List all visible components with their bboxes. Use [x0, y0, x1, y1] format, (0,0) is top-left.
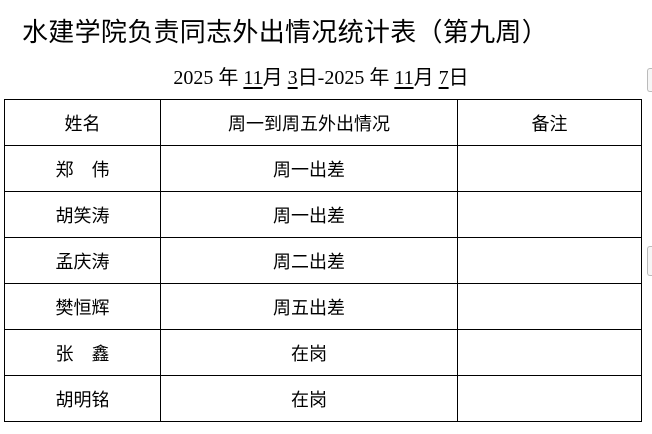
cell-note — [457, 237, 642, 284]
end-year: 2025 — [324, 67, 365, 89]
cell-status: 周一出差 — [160, 191, 458, 238]
cell-name: 樊恒辉 — [4, 283, 161, 330]
table-row: 胡笑涛 周一出差 — [4, 191, 642, 238]
cell-note — [457, 283, 642, 330]
table-row: 孟庆涛 周二出差 — [4, 237, 642, 284]
day-label: 日 — [297, 67, 318, 89]
document-title: 水建学院负责同志外出情况统计表（第九周） — [22, 18, 549, 47]
cell-name: 胡明铭 — [4, 375, 161, 422]
day-label: 日 — [448, 67, 469, 89]
table-row: 郑 伟 周一出差 — [4, 145, 642, 192]
year-label: 年 — [369, 67, 390, 89]
month-label: 月 — [262, 67, 283, 89]
resize-handle[interactable] — [647, 246, 652, 276]
end-month: 11 — [394, 67, 414, 89]
cell-name: 孟庆涛 — [4, 237, 161, 284]
start-day: 3 — [287, 67, 298, 89]
header-note: 备注 — [457, 99, 642, 146]
table-header-row: 姓名 周一到周五外出情况 备注 — [4, 99, 642, 146]
header-name: 姓名 — [4, 99, 161, 146]
cell-note — [457, 375, 642, 422]
cell-status: 周五出差 — [160, 283, 458, 330]
table-row: 胡明铭 在岗 — [4, 375, 642, 422]
cell-name: 张 鑫 — [4, 329, 161, 376]
cell-note — [457, 145, 642, 192]
date-separator: - — [317, 67, 325, 89]
table-row: 樊恒辉 周五出差 — [4, 283, 642, 330]
cell-note — [457, 329, 642, 376]
cell-status: 在岗 — [160, 329, 458, 376]
outing-table: 姓名 周一到周五外出情况 备注 郑 伟 周一出差 胡笑涛 周一出差 孟庆涛 周二… — [4, 99, 642, 422]
cell-name: 郑 伟 — [4, 145, 161, 192]
cell-status: 周一出差 — [160, 145, 458, 192]
cell-status: 周二出差 — [160, 237, 458, 284]
cell-note — [457, 191, 642, 238]
header-status: 周一到周五外出情况 — [160, 99, 458, 146]
table-row: 张 鑫 在岗 — [4, 329, 642, 376]
year-label: 年 — [218, 67, 239, 89]
date-range: 2025 年 11月 3日-2025 年 11月 7日 — [0, 61, 642, 90]
start-month: 11 — [243, 67, 263, 89]
month-label: 月 — [413, 67, 434, 89]
resize-handle[interactable] — [647, 68, 652, 92]
end-day: 7 — [438, 67, 449, 89]
start-year: 2025 — [173, 67, 214, 89]
cell-status: 在岗 — [160, 375, 458, 422]
cell-name: 胡笑涛 — [4, 191, 161, 238]
